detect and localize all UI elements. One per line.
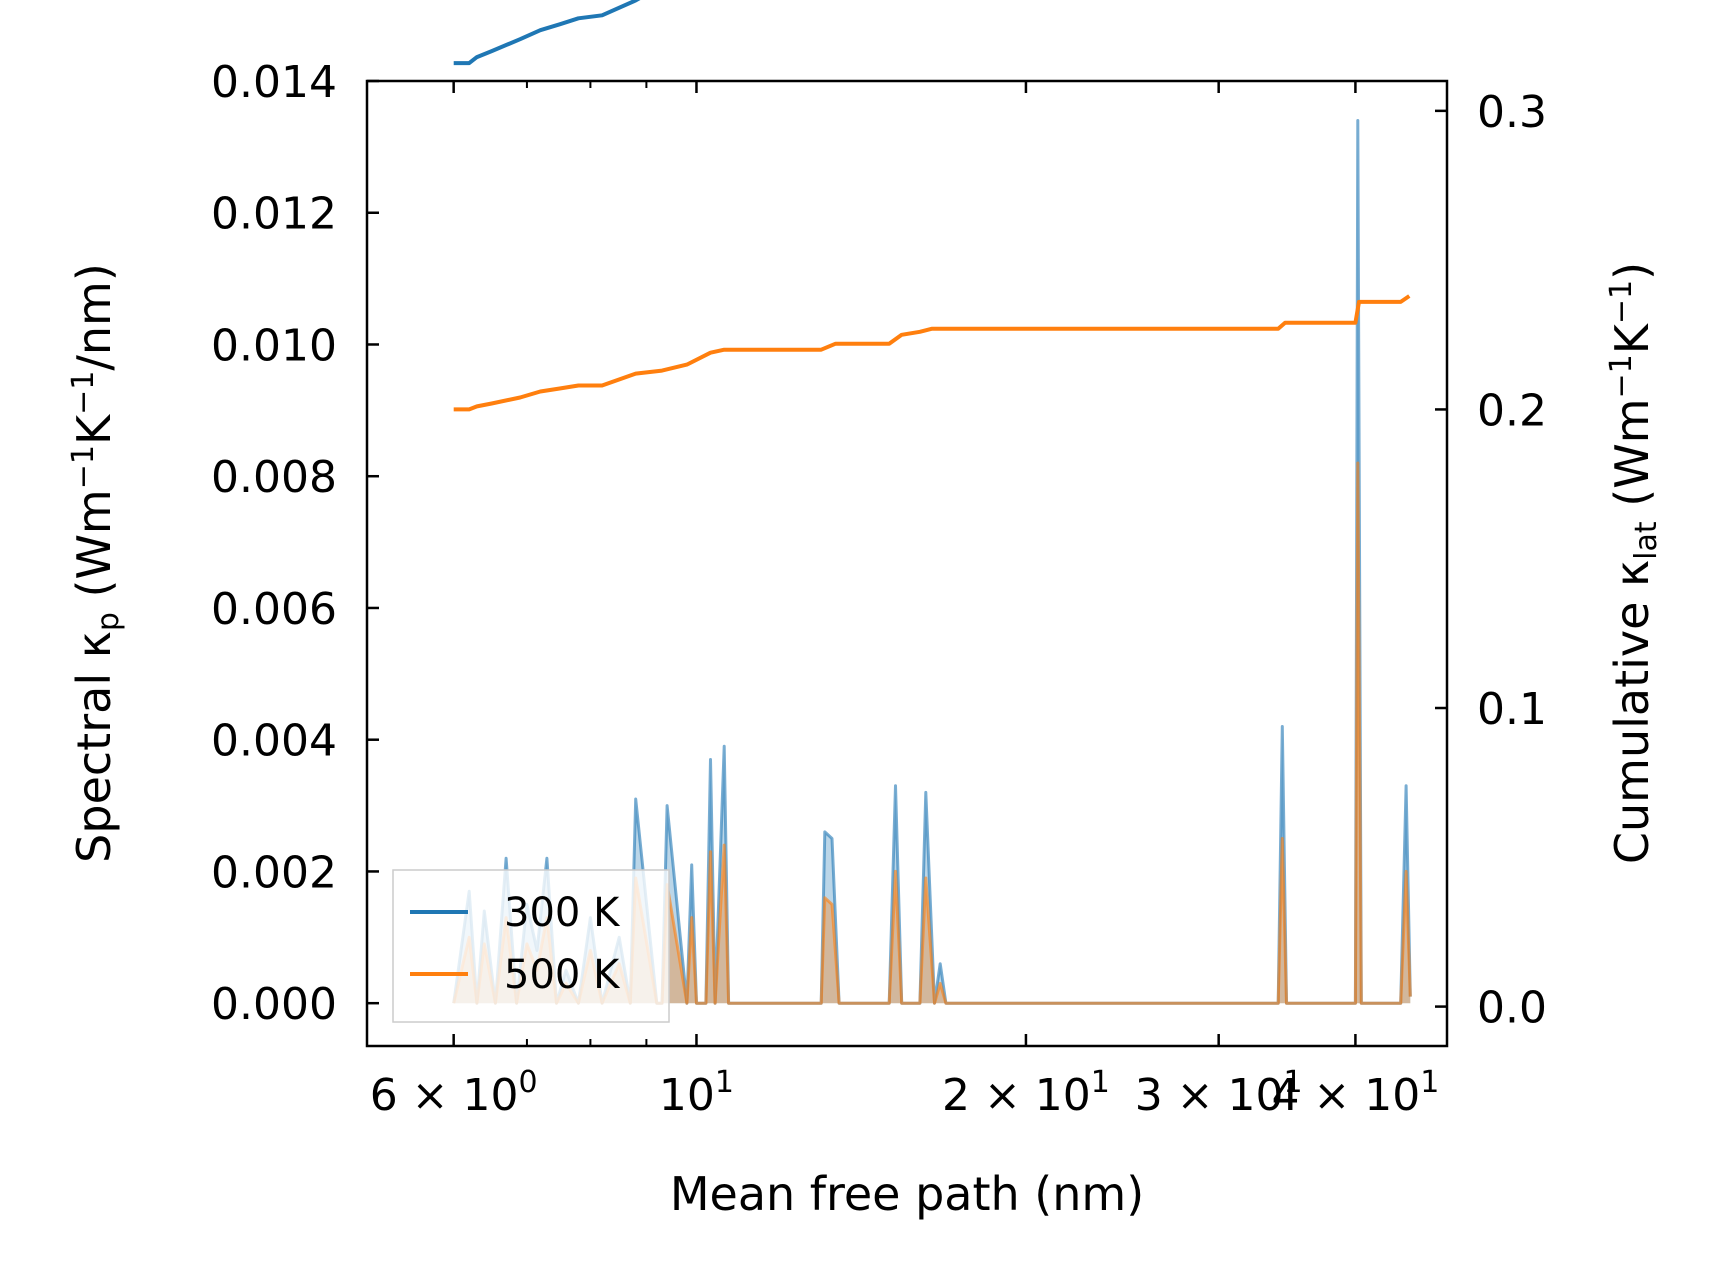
y-left-tick-label: 0.012	[211, 189, 337, 240]
y-right-tick-label: 0.1	[1477, 684, 1547, 735]
y-left-tick-label: 0.002	[211, 847, 337, 898]
y-right-tick-label: 0.3	[1477, 87, 1547, 138]
y-axis-title-left: Spectral κp (Wm−1K−1/nm)	[66, 263, 126, 863]
y-left-tick-label: 0.010	[211, 320, 337, 371]
x-axis-title: Mean free path (nm)	[670, 1167, 1144, 1221]
x-tick-label: 2 × 101	[942, 1065, 1110, 1121]
tick-layer: 0.000 0.002 0.004 0.006 0.008 0.010 0.012 0.014…	[211, 57, 1547, 1121]
y-left-tick-label: 0.000	[211, 979, 337, 1030]
legend: 300 K 500 K	[392, 869, 670, 1023]
cumulative-line-300k	[453, 0, 641, 66]
y-axis-title-right: Cumulative κlat (Wm−1K−1)	[1604, 262, 1664, 864]
y-left-tick-label: 0.014	[211, 57, 337, 108]
legend-label-500k: 500 K	[504, 952, 621, 998]
x-tick-label: 3 × 101	[1135, 1065, 1303, 1121]
legend-label-300k: 300 K	[504, 890, 621, 936]
x-tick-label: 4 × 101	[1271, 1065, 1439, 1121]
cumulative-line-500k	[453, 294, 1411, 412]
y-left-tick-label: 0.004	[211, 716, 337, 767]
cumulative-layer	[453, 0, 1411, 412]
y-left-tick-label: 0.006	[211, 584, 337, 635]
x-tick-label: 6 × 100	[370, 1065, 538, 1121]
y-left-tick-label: 0.008	[211, 452, 337, 503]
y-right-tick-label: 0.0	[1477, 983, 1547, 1034]
legend-box	[392, 869, 670, 1023]
y-right-tick-label: 0.2	[1477, 385, 1547, 436]
x-tick-label: 101	[659, 1065, 734, 1121]
plot-frame	[365, 79, 1449, 1048]
